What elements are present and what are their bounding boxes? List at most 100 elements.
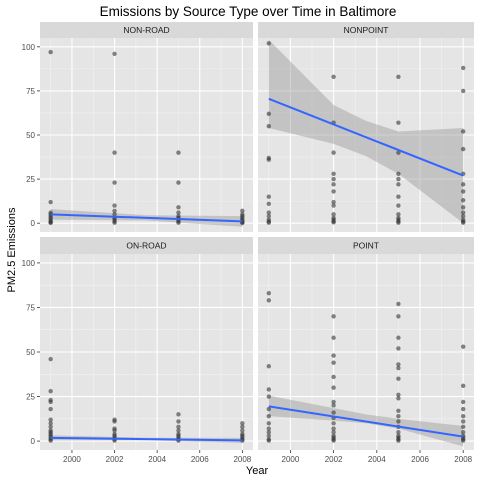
data-point [48,220,53,226]
data-point [331,171,336,176]
data-point [176,150,181,155]
data-point [266,123,271,129]
data-point [331,314,336,319]
x-tick-label: 2002 [106,455,124,464]
data-point [396,203,401,208]
strip-label-on-road: ON-ROAD [126,241,166,251]
x-tick-label: 2008 [454,455,472,464]
data-point [240,424,245,430]
data-point [112,428,117,433]
y-tick-label: 25 [26,175,35,184]
x-tick-label: 2006 [191,455,209,464]
data-point [266,406,271,412]
data-point [266,364,271,369]
data-point [176,412,181,417]
data-point [266,111,271,117]
data-point [112,212,117,217]
y-tick-label: 100 [22,259,36,268]
data-point [396,171,401,176]
data-point [266,298,271,303]
data-point [461,213,466,219]
data-point [331,438,336,443]
data-point [461,198,466,203]
data-point [461,88,466,94]
data-point [266,429,271,435]
data-point [461,189,466,194]
data-point [266,213,271,219]
data-point [266,421,271,426]
data-point [331,426,336,431]
data-point [396,438,401,443]
data-point [266,438,271,443]
x-tick-label: 2000 [63,455,81,464]
regression-line-on-road [50,436,243,442]
data-point [461,129,466,134]
data-point [176,428,181,433]
data-point [461,429,466,435]
data-point [48,417,53,422]
data-point [48,389,53,394]
data-point [48,399,53,405]
data-point [461,419,466,424]
data-point [48,424,53,430]
data-point [396,314,401,319]
y-tick-label: 0 [31,437,36,446]
data-point [396,362,401,367]
data-point [331,199,336,205]
x-axis-title: Year [246,465,269,477]
panel-non-road: NON-ROAD [40,22,253,232]
regression-line-point [268,405,464,438]
data-point [266,387,271,392]
data-point [266,220,271,225]
strip-label-nonpoint: NONPOINT [344,25,389,35]
data-point [396,396,401,401]
data-point [396,150,401,155]
data-point [48,49,53,55]
panel-point: POINT [258,237,474,450]
data-point [331,403,336,408]
strip-on-road [40,237,253,254]
data-point [461,406,466,412]
panel-nonpoint: NONPOINT [258,22,474,232]
data-point [48,438,53,443]
data-point [266,201,271,206]
data-point [461,344,466,349]
data-point [176,205,181,210]
data-point [461,383,466,389]
data-point [331,212,336,217]
data-point [266,210,271,215]
data-point [331,385,336,390]
data-point [48,421,53,426]
data-point [331,150,336,155]
data-point [331,399,336,405]
data-point [112,51,117,57]
data-point [112,208,117,214]
data-point [48,199,53,205]
y-tick-label: 100 [22,43,36,52]
y-tick-label: 0 [31,219,36,228]
y-tick-label: 25 [26,393,35,402]
data-point [461,205,466,210]
data-point [461,65,466,71]
data-point [176,210,181,215]
data-point [331,429,336,435]
data-point [396,413,401,419]
y-tick-label: 50 [26,348,35,357]
data-point [331,182,336,187]
data-point [331,176,336,182]
data-point [396,335,401,340]
regression-line-nonpoint [268,97,464,177]
data-point [331,374,336,380]
data-point [266,291,271,296]
data-point [240,208,245,214]
panel-on-road: ON-ROAD [40,237,253,450]
data-point [112,180,117,185]
data-point [331,74,336,80]
data-point [461,220,466,225]
data-point [176,419,181,424]
data-point [176,180,181,185]
data-point [461,413,466,419]
x-tick-label: 2004 [368,455,386,464]
data-point [331,189,336,194]
